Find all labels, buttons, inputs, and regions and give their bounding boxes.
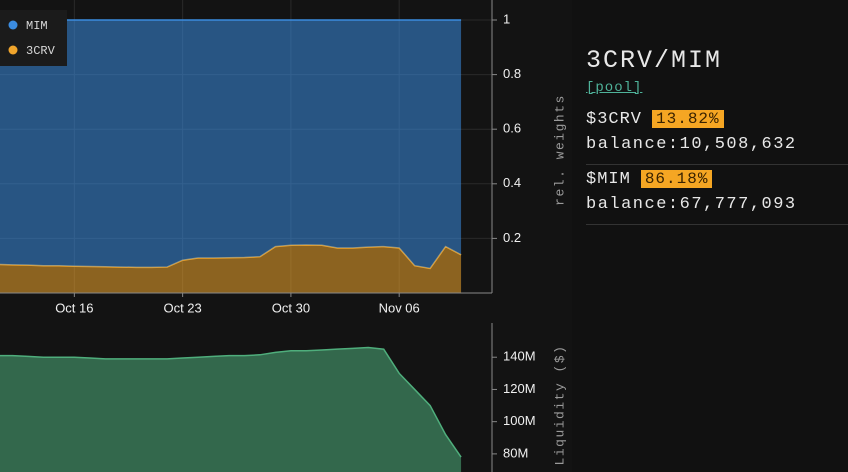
area-fill bbox=[0, 20, 462, 269]
y-tick-label: 80M bbox=[503, 445, 528, 460]
pool-title: 3CRV/MIM bbox=[586, 46, 723, 75]
axis-title: Liquidity ($) bbox=[552, 345, 567, 466]
area-fill bbox=[0, 244, 462, 293]
token-symbol: $MIM bbox=[586, 170, 631, 189]
x-tick-label: Oct 30 bbox=[272, 300, 310, 315]
x-tick-label: Nov 06 bbox=[379, 300, 420, 315]
axis-title: rel. weights bbox=[552, 94, 567, 206]
legend-box bbox=[0, 10, 67, 66]
token-row: $3CRV 13.82% balance:10,508,632 bbox=[586, 110, 848, 165]
token-row: $MIM 86.18% balance:67,777,093 bbox=[586, 170, 848, 225]
legend-label: 3CRV bbox=[26, 44, 56, 58]
balance: balance:10,508,632 bbox=[586, 135, 797, 154]
y-tick-label: 0.2 bbox=[503, 230, 521, 245]
legend-label: MIM bbox=[26, 19, 48, 33]
legend-swatch bbox=[8, 45, 18, 55]
pool-link[interactable]: [pool] bbox=[586, 80, 643, 96]
token-symbol: $3CRV bbox=[586, 110, 643, 129]
weight-badge: 86.18% bbox=[640, 170, 713, 188]
area-edge bbox=[0, 346, 462, 458]
y-tick-label: 100M bbox=[503, 413, 536, 428]
legend-swatch bbox=[8, 20, 18, 30]
y-tick-label: 120M bbox=[503, 381, 536, 396]
x-tick-label: Oct 23 bbox=[163, 300, 201, 315]
y-tick-label: 0.8 bbox=[503, 66, 521, 81]
legend: MIM 3CRV bbox=[0, 10, 67, 66]
balance: balance:67,777,093 bbox=[586, 195, 797, 214]
y-tick-label: 140M bbox=[503, 349, 536, 364]
y-tick-label: 0.4 bbox=[503, 175, 521, 190]
y-tick-label: 0.6 bbox=[503, 121, 521, 136]
y-tick-label: 1 bbox=[503, 11, 510, 26]
charts: rel. weights Liquidity ($) 0.2 0.4 0.6 0.8 1… bbox=[0, 0, 567, 472]
area-fill bbox=[0, 347, 462, 472]
weight-badge: 13.82% bbox=[652, 110, 724, 128]
side-panel: 3CRV/MIM [pool] $3CRV 13.82% balance:10,5… bbox=[572, 0, 848, 472]
x-tick-label: Oct 16 bbox=[55, 300, 93, 315]
